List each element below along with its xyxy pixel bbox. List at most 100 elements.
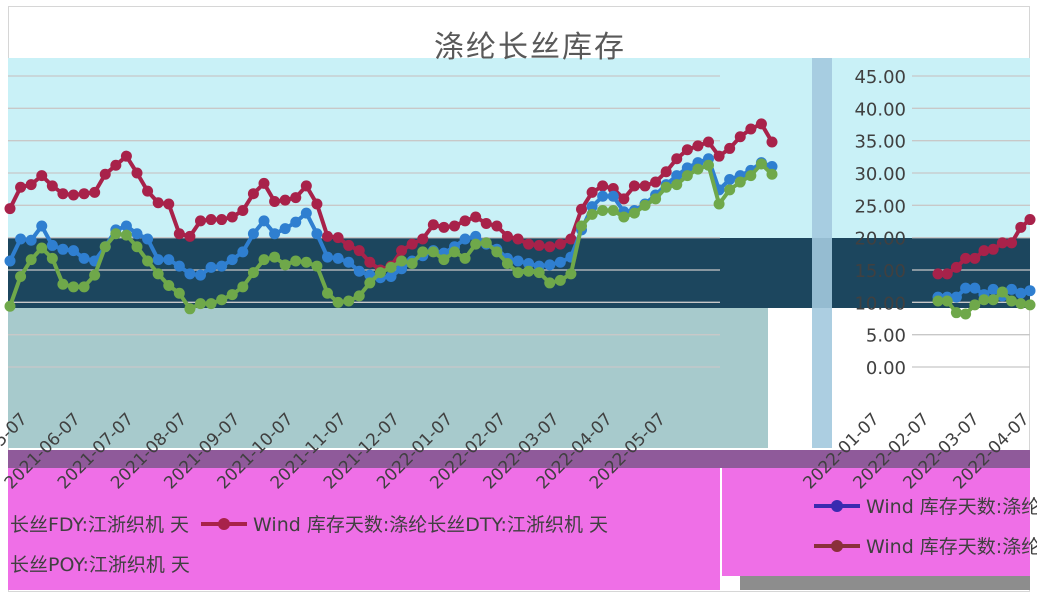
data-point [660, 166, 672, 178]
data-point [89, 186, 101, 198]
data-point [470, 211, 482, 223]
data-point [607, 190, 619, 202]
right-legend-row-1: Wind 库存天数:涤纶 [812, 492, 1037, 519]
data-point [78, 281, 90, 293]
data-point [332, 296, 344, 308]
data-point [565, 268, 577, 280]
data-point-right [941, 295, 953, 307]
data-point [152, 268, 164, 280]
data-point [396, 263, 408, 275]
data-point [205, 298, 217, 310]
data-point-right [969, 299, 981, 311]
data-point [142, 255, 154, 267]
data-point [247, 188, 259, 200]
data-point [607, 183, 619, 195]
data-point [533, 267, 545, 279]
data-point [385, 270, 397, 282]
data-point [237, 205, 249, 217]
legend-poy-label: 长丝POY:江浙织机 天 [10, 554, 190, 576]
y-tick-label: 30.00 [854, 164, 906, 185]
legend-marker-dty [201, 517, 248, 530]
data-point [110, 159, 122, 171]
data-point [544, 277, 556, 289]
data-point [734, 131, 746, 143]
data-point [745, 123, 757, 135]
data-point [618, 211, 630, 223]
data-point [459, 233, 471, 245]
right-legend-label-2: Wind 库存天数:涤纶 [866, 536, 1037, 558]
data-point [353, 265, 365, 277]
data-point [713, 150, 725, 162]
data-point-right [1015, 221, 1027, 233]
data-point [427, 219, 439, 231]
data-point [681, 144, 693, 156]
data-point [269, 195, 281, 207]
data-point [311, 198, 323, 210]
data-point [681, 170, 693, 182]
data-point-right [1015, 287, 1027, 299]
data-point [586, 201, 598, 213]
data-point [99, 168, 111, 180]
data-point [692, 163, 704, 175]
data-point [99, 241, 111, 253]
data-point [163, 254, 175, 266]
data-point [258, 215, 270, 227]
data-point [152, 254, 164, 266]
data-point-right [969, 252, 981, 264]
data-point [311, 260, 323, 272]
data-point-right [950, 307, 962, 319]
data-point [36, 170, 48, 182]
y-tick-label: 15.00 [854, 261, 906, 282]
data-point [353, 245, 365, 257]
data-point [46, 252, 58, 264]
data-point-right [1024, 285, 1036, 297]
data-point [322, 230, 333, 242]
data-point [713, 198, 725, 210]
data-point-right [932, 268, 944, 280]
data-point [4, 300, 16, 312]
data-point-right [960, 252, 972, 264]
data-point [258, 177, 270, 189]
data-point [480, 237, 492, 249]
data-point [650, 193, 662, 205]
data-point [279, 259, 291, 271]
data-point [692, 140, 704, 152]
data-point-right [960, 308, 972, 320]
data-point [533, 239, 545, 251]
data-point [89, 269, 101, 281]
data-point [438, 221, 450, 233]
data-point [724, 184, 736, 196]
data-point [544, 259, 556, 271]
data-point [184, 230, 196, 242]
data-point [544, 241, 556, 253]
glitch-band-gray-bottom [740, 576, 1030, 590]
data-point [300, 180, 312, 192]
data-point-right [978, 245, 990, 257]
data-point [25, 179, 37, 191]
data-point [385, 261, 397, 273]
data-point-right [987, 294, 999, 306]
glitch-band-magenta-right [722, 456, 1030, 576]
data-point [396, 255, 408, 267]
data-point-right [960, 282, 972, 294]
data-point [353, 290, 365, 302]
data-point [755, 158, 767, 170]
data-point-right [950, 291, 962, 303]
data-point [237, 246, 249, 258]
data-point [15, 181, 27, 193]
data-point [396, 245, 408, 257]
data-point [269, 228, 281, 240]
data-point [406, 258, 418, 270]
data-point [247, 267, 259, 279]
data-point-right [932, 295, 944, 307]
data-point [322, 287, 333, 299]
data-point [142, 185, 154, 197]
data-point [15, 270, 27, 282]
legend-row-2: 长丝POY:江浙织机 天 [10, 550, 190, 577]
data-point [163, 280, 175, 292]
data-point [512, 255, 524, 267]
data-point [237, 281, 249, 293]
data-point [480, 217, 492, 229]
data-point [501, 230, 513, 242]
data-point [4, 203, 16, 215]
